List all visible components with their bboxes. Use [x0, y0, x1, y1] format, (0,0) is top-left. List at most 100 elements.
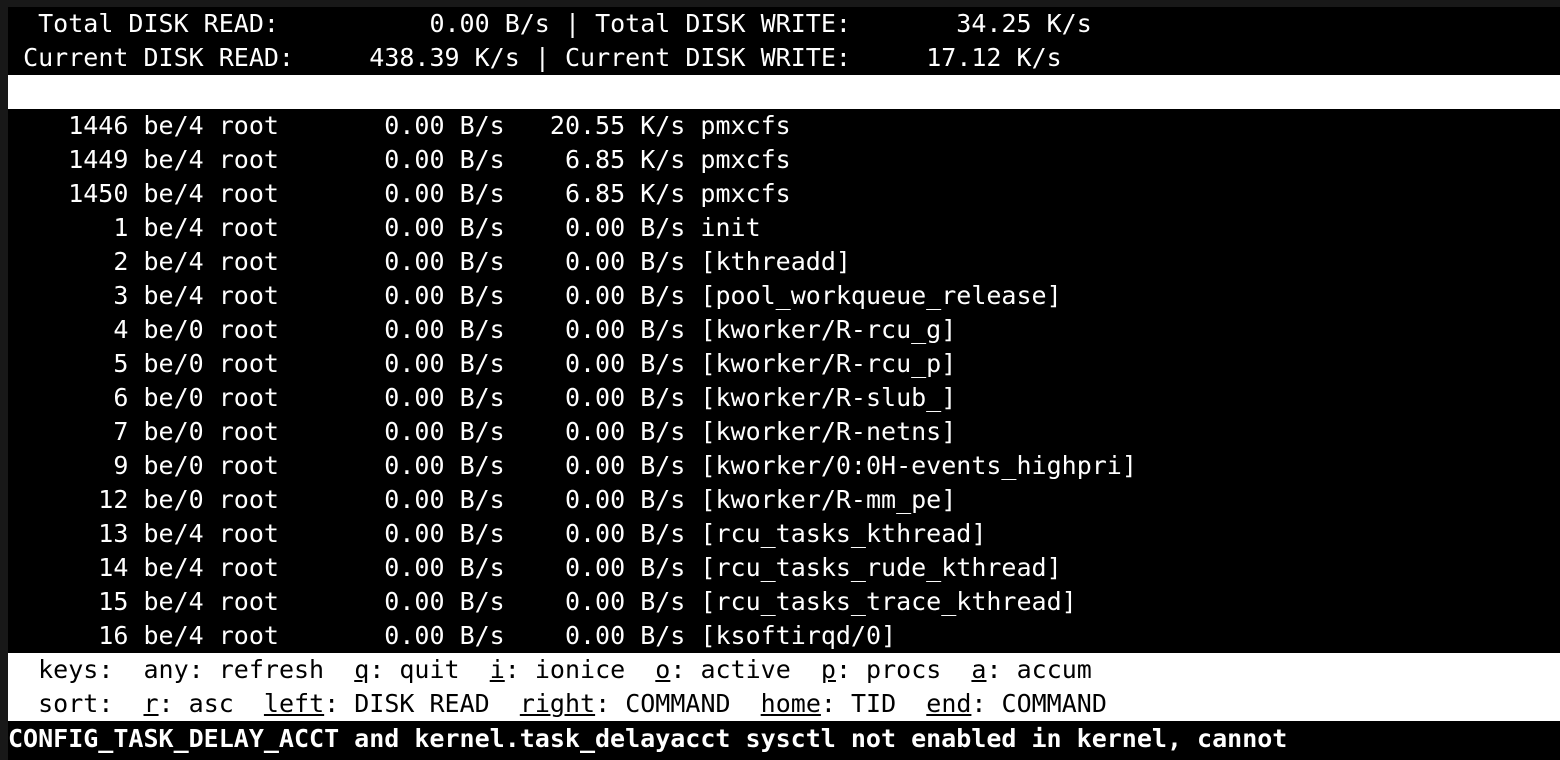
- cell-user: root: [203, 587, 279, 616]
- cell-disk-write: 6.85 K/s: [504, 179, 686, 208]
- cell-user: root: [203, 519, 279, 548]
- cell-disk-read: 0.00 B/s: [278, 485, 505, 514]
- footer-sort-r-hotkey[interactable]: r: [143, 689, 159, 718]
- table-row[interactable]: 1446 be/4 root 0.00 B/s 20.55 K/s pmxcfs: [8, 109, 1560, 143]
- cell-command: [kworker/R-netns]: [685, 417, 957, 446]
- footer-key-refresh-hotkey[interactable]: any: [143, 655, 189, 684]
- footer-sort-end-hotkey[interactable]: end: [926, 689, 972, 718]
- footer-keys-label: keys:: [38, 655, 114, 684]
- cell-disk-write: 0.00 B/s: [504, 587, 686, 616]
- summary-row-total: Total DISK READ: 0.00 B/s | Total DISK W…: [8, 7, 1560, 41]
- cell-command: [rcu_tasks_rude_kthread]: [685, 553, 1062, 582]
- table-row[interactable]: 1 be/4 root 0.00 B/s 0.00 B/s init: [8, 211, 1560, 245]
- cell-disk-read: 0.00 B/s: [278, 451, 505, 480]
- footer-key-quit-hotkey[interactable]: q: [354, 655, 370, 684]
- cell-tid: 16: [8, 621, 129, 650]
- cell-disk-write: 0.00 B/s: [504, 315, 686, 344]
- table-row[interactable]: 9 be/0 root 0.00 B/s 0.00 B/s [kworker/0…: [8, 449, 1560, 483]
- footer-key-active-action[interactable]: : active: [670, 655, 791, 684]
- footer-keys-row[interactable]: keys: any: refresh q: quit i: ionice o: …: [8, 653, 1560, 687]
- cell-disk-read: 0.00 B/s: [278, 383, 505, 412]
- cell-disk-write: 0.00 B/s: [504, 383, 686, 412]
- cell-user: root: [203, 553, 279, 582]
- cell-disk-write: 0.00 B/s: [504, 553, 686, 582]
- cell-tid: 14: [8, 553, 129, 582]
- footer-sort-row[interactable]: sort: r: asc left: DISK READ right: COMM…: [8, 687, 1560, 721]
- iotop-summary: Total DISK READ: 0.00 B/s | Total DISK W…: [8, 7, 1560, 75]
- cell-disk-write: 0.00 B/s: [504, 281, 686, 310]
- table-row[interactable]: 1449 be/4 root 0.00 B/s 6.85 K/s pmxcfs: [8, 143, 1560, 177]
- footer-key-gap: [625, 655, 655, 684]
- footer-key-ionice-hotkey[interactable]: i: [489, 655, 505, 684]
- table-row[interactable]: 5 be/0 root 0.00 B/s 0.00 B/s [kworker/R…: [8, 347, 1560, 381]
- cell-prio: be/4: [128, 519, 204, 548]
- table-row[interactable]: 1450 be/4 root 0.00 B/s 6.85 K/s pmxcfs: [8, 177, 1560, 211]
- cell-tid: 7: [8, 417, 129, 446]
- cell-disk-write: 6.85 K/s: [504, 145, 686, 174]
- cell-tid: 9: [8, 451, 129, 480]
- cell-prio: be/4: [128, 179, 204, 208]
- cell-prio: be/0: [128, 349, 204, 378]
- table-column-header[interactable]: TID PRIO USER DISK READ DISK WRITE> COMM…: [8, 75, 1560, 140]
- summary-row-current: Current DISK READ: 438.39 K/s | Current …: [8, 41, 1560, 75]
- footer-key-gap: [324, 655, 354, 684]
- current-read-pad: [294, 43, 369, 72]
- cell-prio: be/4: [128, 621, 204, 650]
- table-row[interactable]: 12 be/0 root 0.00 B/s 0.00 B/s [kworker/…: [8, 483, 1560, 517]
- column-header-command[interactable]: COMMAND: [881, 111, 987, 140]
- cell-disk-read: 0.00 B/s: [278, 553, 505, 582]
- terminal-screen[interactable]: Total DISK READ: 0.00 B/s | Total DISK W…: [8, 7, 1560, 760]
- footer-key-refresh-action[interactable]: : refresh: [188, 655, 325, 684]
- cell-prio: be/0: [128, 315, 204, 344]
- table-row[interactable]: 13 be/4 root 0.00 B/s 0.00 B/s [rcu_task…: [8, 517, 1560, 551]
- total-write-pad: [851, 9, 956, 38]
- total-write-label: Total DISK WRITE:: [595, 9, 851, 38]
- summary-sep-pad-b: [580, 9, 595, 38]
- current-read-label: Current DISK READ:: [23, 43, 294, 72]
- footer-sort-right-hotkey[interactable]: right: [519, 689, 596, 718]
- cell-disk-read: 0.00 B/s: [278, 145, 505, 174]
- cell-user: root: [203, 485, 279, 514]
- table-row[interactable]: 4 be/0 root 0.00 B/s 0.00 B/s [kworker/R…: [8, 313, 1560, 347]
- current-write-label: Current DISK WRITE:: [564, 43, 851, 72]
- footer-key-procs-hotkey[interactable]: p: [820, 655, 836, 684]
- cell-prio: be/0: [128, 417, 204, 446]
- footer-key-accum-action[interactable]: : accum: [986, 655, 1092, 684]
- footer-sort-home-hotkey[interactable]: home: [760, 689, 821, 718]
- colheader-pad-6: [806, 111, 881, 140]
- footer-pad-b: [113, 655, 143, 684]
- footer-sort-left-action[interactable]: : DISK READ: [324, 689, 490, 718]
- footer-sort-right-action[interactable]: : COMMAND: [595, 689, 731, 718]
- table-row[interactable]: 16 be/4 root 0.00 B/s 0.00 B/s [ksoftirq…: [8, 619, 1560, 653]
- footer-sort-r-action[interactable]: : asc: [158, 689, 234, 718]
- cell-command: [rcu_tasks_trace_kthread]: [685, 587, 1077, 616]
- cell-command: [ksoftirqd/0]: [685, 621, 897, 650]
- cell-prio: be/0: [128, 451, 204, 480]
- footer-sort-gap: [731, 689, 761, 718]
- table-row[interactable]: 7 be/0 root 0.00 B/s 0.00 B/s [kworker/R…: [8, 415, 1560, 449]
- process-list[interactable]: 1446 be/4 root 0.00 B/s 20.55 K/s pmxcfs…: [8, 109, 1560, 653]
- table-row[interactable]: 6 be/0 root 0.00 B/s 0.00 B/s [kworker/R…: [8, 381, 1560, 415]
- footer-key-quit-action[interactable]: : quit: [369, 655, 460, 684]
- table-row[interactable]: 2 be/4 root 0.00 B/s 0.00 B/s [kthreadd]: [8, 245, 1560, 279]
- cell-prio: be/4: [128, 111, 204, 140]
- table-row[interactable]: 15 be/4 root 0.00 B/s 0.00 B/s [rcu_task…: [8, 585, 1560, 619]
- cell-disk-read: 0.00 B/s: [278, 247, 505, 276]
- footer-pad-a: [8, 655, 38, 684]
- cell-tid: 5: [8, 349, 129, 378]
- table-row[interactable]: 3 be/4 root 0.00 B/s 0.00 B/s [pool_work…: [8, 279, 1560, 313]
- footer-key-ionice-action[interactable]: : ionice: [504, 655, 626, 684]
- cell-disk-write: 20.55 K/s: [504, 111, 686, 140]
- table-row[interactable]: 14 be/4 root 0.00 B/s 0.00 B/s [rcu_task…: [8, 551, 1560, 585]
- cell-disk-read: 0.00 B/s: [278, 213, 505, 242]
- footer-key-accum-hotkey[interactable]: a: [971, 655, 987, 684]
- cell-user: root: [203, 281, 279, 310]
- footer-key-procs-action[interactable]: : procs: [835, 655, 942, 684]
- footer-sort-end-action[interactable]: : COMMAND: [971, 689, 1107, 718]
- cell-disk-read: 0.00 B/s: [278, 179, 505, 208]
- footer-key-active-hotkey[interactable]: o: [655, 655, 671, 684]
- footer-sort-left-hotkey[interactable]: left: [263, 689, 325, 718]
- cell-command: [kthreadd]: [685, 247, 851, 276]
- footer-sort-home-action[interactable]: : TID: [820, 689, 897, 718]
